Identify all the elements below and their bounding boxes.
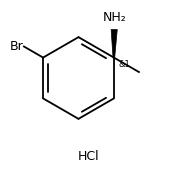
- Text: Br: Br: [9, 40, 23, 53]
- Text: HCl: HCl: [78, 150, 100, 163]
- Text: &1: &1: [118, 60, 130, 69]
- Polygon shape: [111, 29, 117, 58]
- Text: NH₂: NH₂: [103, 11, 127, 24]
